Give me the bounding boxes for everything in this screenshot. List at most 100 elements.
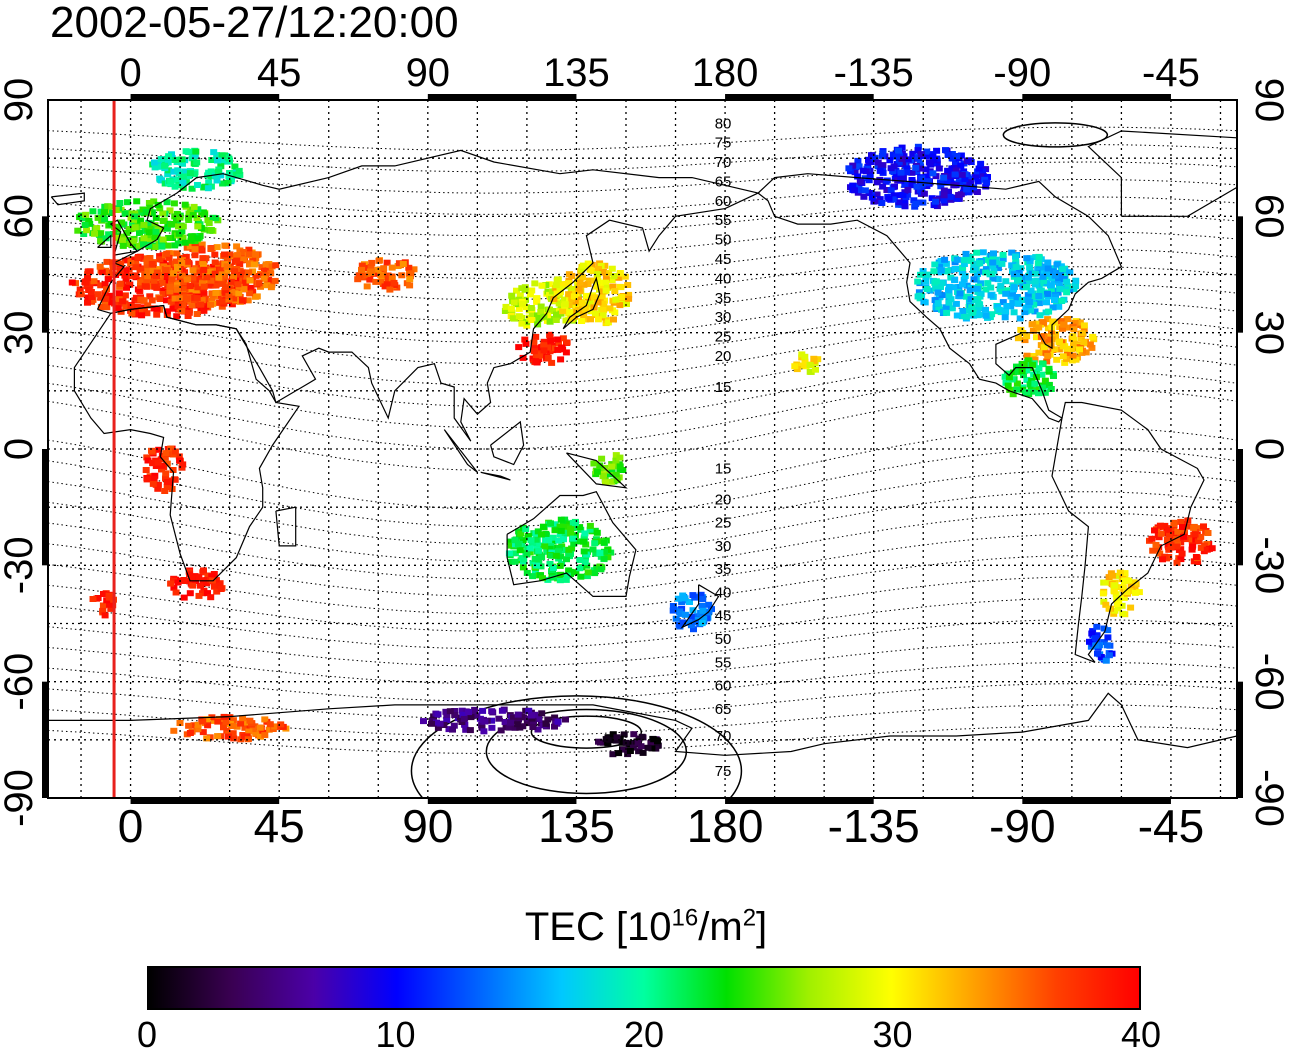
tec-sample (194, 223, 202, 230)
tec-sample (946, 173, 954, 180)
tec-sample (104, 203, 112, 210)
tec-sample (882, 178, 890, 185)
tec-sample (963, 282, 971, 289)
tec-sample (879, 183, 887, 190)
tec-sample (947, 267, 955, 274)
tec-sample (80, 231, 88, 237)
tec-sample (191, 242, 199, 249)
frame-bar-top (130, 94, 280, 100)
tec-sample (144, 238, 152, 245)
tec-sample (89, 596, 97, 602)
tec-sample (698, 602, 706, 609)
tec-sample (241, 279, 249, 286)
tec-sample (126, 241, 134, 247)
tec-sample (1086, 341, 1094, 348)
tec-sample (1080, 339, 1088, 346)
tec-sample (583, 573, 591, 580)
tec-sample (871, 155, 879, 162)
tec-sample (171, 242, 179, 249)
tec-sample (148, 260, 156, 267)
tec-sample (1063, 351, 1071, 358)
tec-sample (1013, 294, 1021, 300)
tec-sample (851, 169, 859, 176)
tec-sample (556, 577, 564, 584)
tec-sample (883, 187, 891, 193)
tec-sample (207, 594, 215, 601)
tec-sample (963, 186, 971, 193)
coastline (443, 429, 478, 473)
tec-sample (874, 159, 882, 166)
tec-sample (511, 550, 519, 557)
tec-sample (94, 595, 102, 601)
tec-sample (629, 744, 637, 751)
tec-sample (221, 251, 228, 258)
tec-sample (271, 723, 279, 730)
tec-sample (1080, 322, 1088, 329)
tec-sample (522, 340, 530, 347)
tec-sample (99, 212, 107, 219)
tec-sample (85, 287, 93, 293)
tec-sample (581, 530, 589, 537)
tec-sample (960, 276, 968, 283)
tec-sample (97, 304, 105, 310)
tec-sample (179, 160, 186, 167)
tec-sample (542, 530, 550, 537)
tec-sample (1035, 349, 1043, 356)
tec-sample (510, 299, 518, 306)
tec-sample (913, 169, 921, 175)
tec-sample (1057, 318, 1065, 325)
tec-sample (1104, 634, 1112, 641)
tec-sample (195, 574, 203, 581)
tec-sample (932, 278, 940, 285)
tec-sample (576, 565, 584, 572)
tec-sample (889, 196, 897, 203)
tec-sample (958, 171, 966, 178)
tec-sample (675, 621, 683, 628)
tec-sample (975, 165, 983, 172)
tec-sample (942, 304, 950, 311)
tec-sample (516, 292, 524, 299)
tec-sample (168, 260, 176, 267)
tec-sample (566, 521, 574, 528)
tec-sample (436, 720, 444, 727)
tec-sample (514, 711, 522, 718)
tec-sample (174, 579, 182, 586)
tec-sample (1077, 335, 1085, 341)
tec-sample (135, 242, 143, 249)
tec-sample (245, 269, 253, 276)
tec-sample (375, 257, 383, 264)
tec-sample (562, 523, 570, 530)
magnetic-pole-north-contour (1002, 122, 1109, 148)
tec-sample (170, 283, 178, 290)
tec-sample (1055, 346, 1063, 353)
y-tick-label-left: 90 (0, 78, 41, 123)
tec-sample (548, 568, 555, 575)
tec-sample (399, 261, 407, 267)
tec-sample (507, 558, 515, 565)
tec-sample (1020, 372, 1027, 379)
tec-sample (523, 720, 531, 727)
tec-sample (1013, 380, 1021, 387)
tec-sample (540, 338, 548, 345)
tec-sample (571, 532, 579, 539)
tec-sample (175, 182, 183, 188)
tec-sample (937, 284, 944, 290)
tec-sample (119, 298, 127, 305)
tec-sample (615, 750, 623, 757)
tec-sample (368, 259, 376, 266)
tec-sample (600, 306, 608, 313)
tec-sample (108, 203, 116, 210)
tec-sample (1041, 389, 1049, 396)
tec-sample (218, 303, 226, 310)
tec-sample (1135, 589, 1143, 596)
tec-sample (156, 256, 164, 263)
tec-sample (551, 521, 559, 528)
tec-sample (165, 153, 173, 160)
tec-sample (540, 342, 548, 349)
tec-sample (209, 263, 217, 270)
y-tick-label-right: -90 (1247, 769, 1291, 827)
tec-sample (258, 264, 266, 271)
tec-sample (180, 577, 188, 583)
tec-sample (458, 719, 466, 725)
tec-sample (201, 211, 208, 218)
